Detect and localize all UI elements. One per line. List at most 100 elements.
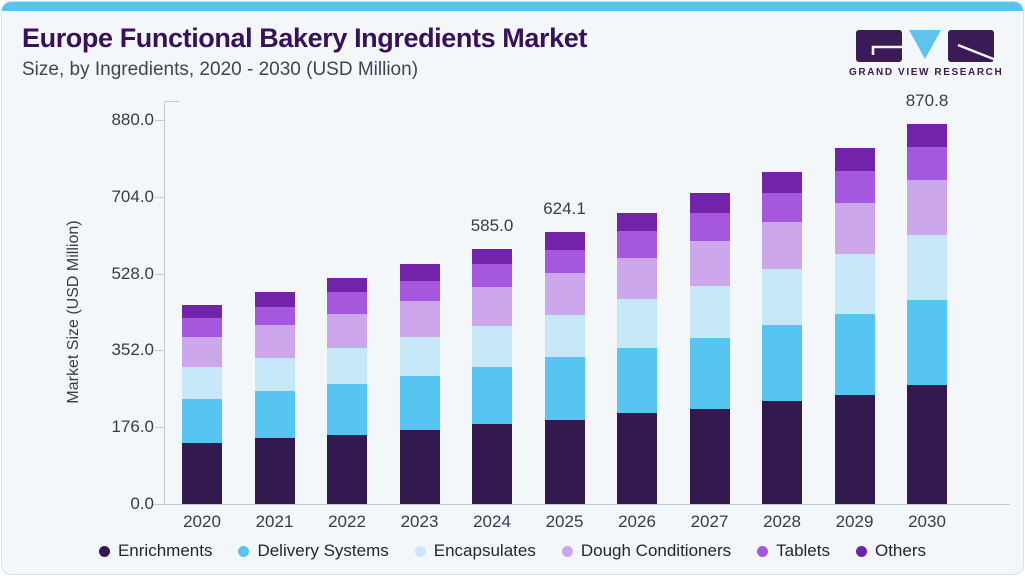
page-subtitle: Size, by Ingredients, 2020 - 2030 (USD M… xyxy=(22,58,419,80)
x-tick-label-2021: 2021 xyxy=(255,512,294,531)
bar-2022-segment-delivery-systems xyxy=(327,384,367,435)
logo-text: GRAND VIEW RESEARCH xyxy=(849,67,1004,78)
y-tick-mark-352.0 xyxy=(155,350,164,352)
bar-2030-segment-others xyxy=(907,124,947,148)
bar-2021-segment-encapsulates xyxy=(254,358,295,391)
y-axis-line xyxy=(164,101,165,504)
bar-2025-segment-dough-conditioners xyxy=(544,273,585,315)
x-axis-line xyxy=(152,504,1010,505)
x-tick-label-2024: 2024 xyxy=(473,512,511,531)
bar-2029-segment-others xyxy=(834,147,875,172)
bar-2030-segment-delivery-systems xyxy=(907,299,947,385)
bar-2020-segment-delivery-systems xyxy=(182,399,222,444)
bar-2028-segment-dough-conditioners xyxy=(762,222,802,269)
bar-2020 xyxy=(182,305,222,504)
bar-2026-segment-delivery-systems xyxy=(617,347,657,414)
y-tick-label-0.0: 0.0 xyxy=(130,494,154,513)
bar-2027-segment-delivery-systems xyxy=(689,337,730,409)
legend-label-encapsulates: Encapsulates xyxy=(433,541,536,560)
bar-2021-segment-delivery-systems xyxy=(254,390,295,438)
bar-2028-segment-tablets xyxy=(762,192,802,223)
y-axis-title: Market Size (USD Million) xyxy=(65,220,82,404)
bar-2027-segment-others xyxy=(689,193,730,213)
bar-2028-segment-enrichments xyxy=(762,400,802,504)
logo-g-stroke xyxy=(871,45,902,55)
bar-2028-segment-encapsulates xyxy=(762,268,802,325)
bar-2024-segment-others xyxy=(472,248,512,264)
x-tick-label-2025: 2025 xyxy=(545,512,584,531)
legend-item-delivery-systems: Delivery Systems xyxy=(238,541,389,561)
bar-2025-segment-delivery-systems xyxy=(544,357,585,420)
bar-2023-segment-enrichments xyxy=(399,429,440,504)
legend-dot-icon-dough-conditioners xyxy=(561,545,573,557)
legend-dot-icon-delivery-systems xyxy=(238,545,250,557)
stacked-bar-chart-plot: 880.0 704.0 528.0 352.0 176.0 0.0 2020 2021 2022… xyxy=(111,91,1010,531)
y-tick-label-528.0: 528.0 xyxy=(111,263,154,283)
bar-total-label-2024: 585.0 xyxy=(470,215,514,235)
bar-2020-segment-dough-conditioners xyxy=(182,337,222,368)
bar-2026-segment-tablets xyxy=(617,231,657,259)
y-axis-top-cap xyxy=(164,101,179,102)
bar-2026 xyxy=(617,212,657,504)
y-tick-mark-176.0 xyxy=(155,427,164,429)
bar-2029 xyxy=(834,147,875,504)
bar-2026-segment-dough-conditioners xyxy=(617,258,657,299)
legend-label-others: Others xyxy=(874,541,927,560)
y-tick-mark-704.0 xyxy=(155,196,164,198)
bar-2029-segment-dough-conditioners xyxy=(834,202,875,254)
x-tick-label-2020: 2020 xyxy=(183,512,221,531)
chart-header: Europe Functional Bakery Ingredients Mar… xyxy=(22,23,587,81)
legend-item-tablets: Tablets xyxy=(757,541,830,561)
bar-2023-segment-dough-conditioners xyxy=(399,301,440,338)
bar-2024-segment-tablets xyxy=(472,263,512,287)
bar-2027-segment-enrichments xyxy=(689,408,730,504)
legend-dot-icon-others xyxy=(855,545,867,557)
bar-2030-segment-dough-conditioners xyxy=(907,179,947,235)
bar-2021-segment-tablets xyxy=(254,306,295,325)
y-tick-label-880.0: 880.0 xyxy=(111,110,154,129)
bar-2030: 870.8 xyxy=(906,91,948,504)
legend-label-tablets: Tablets xyxy=(776,541,830,560)
bar-2022-segment-enrichments xyxy=(327,434,367,504)
bar-2022-segment-others xyxy=(327,278,367,293)
logo-v-triangle xyxy=(909,30,941,59)
x-tick-label-2026: 2026 xyxy=(618,512,656,531)
bar-2028-segment-others xyxy=(762,172,802,193)
bar-2020-segment-enrichments xyxy=(182,443,222,504)
bar-2023 xyxy=(399,264,440,504)
bar-2027-segment-encapsulates xyxy=(689,286,730,338)
top-accent-bar xyxy=(2,2,1023,11)
page-title: Europe Functional Bakery Ingredients Mar… xyxy=(22,23,587,53)
bar-2023-segment-delivery-systems xyxy=(399,376,440,430)
bar-2029-segment-tablets xyxy=(834,171,875,203)
bar-2025-segment-encapsulates xyxy=(544,314,585,358)
x-tick-label-2023: 2023 xyxy=(400,512,439,531)
bar-2022 xyxy=(327,278,367,504)
legend-label-dough-conditioners: Dough Conditioners xyxy=(580,541,732,560)
bar-2028 xyxy=(762,172,802,504)
gvr-logo-mark xyxy=(856,30,997,62)
y-tick-label-176.0: 176.0 xyxy=(111,417,154,437)
bar-2030-segment-tablets xyxy=(907,147,947,180)
x-tick-label-2028: 2028 xyxy=(763,512,801,531)
bar-2026-segment-others xyxy=(617,212,657,232)
bar-2024: 585.0 xyxy=(471,216,513,504)
bar-2022-segment-dough-conditioners xyxy=(327,313,367,348)
bar-total-label-2030: 870.8 xyxy=(905,91,949,110)
legend-label-enrichments: Enrichments xyxy=(117,541,213,560)
chart-legend: Enrichments Delivery Systems Encapsulates D… xyxy=(2,541,1023,561)
bar-2024-segment-delivery-systems xyxy=(472,366,512,424)
x-tick-label-2030: 2030 xyxy=(908,512,946,531)
bar-2026-segment-enrichments xyxy=(617,413,657,504)
bar-2022-segment-encapsulates xyxy=(327,347,367,385)
bar-2027-segment-dough-conditioners xyxy=(689,241,730,287)
bar-2029-segment-delivery-systems xyxy=(834,313,875,395)
bar-2025-segment-enrichments xyxy=(544,419,585,504)
bar-2020-segment-others xyxy=(182,305,222,319)
x-tick-label-2022: 2022 xyxy=(328,512,366,531)
bar-2022-segment-tablets xyxy=(327,292,367,314)
bar-2021-segment-dough-conditioners xyxy=(254,324,295,359)
bar-2021 xyxy=(254,292,295,504)
bar-2024-segment-dough-conditioners xyxy=(472,286,512,326)
